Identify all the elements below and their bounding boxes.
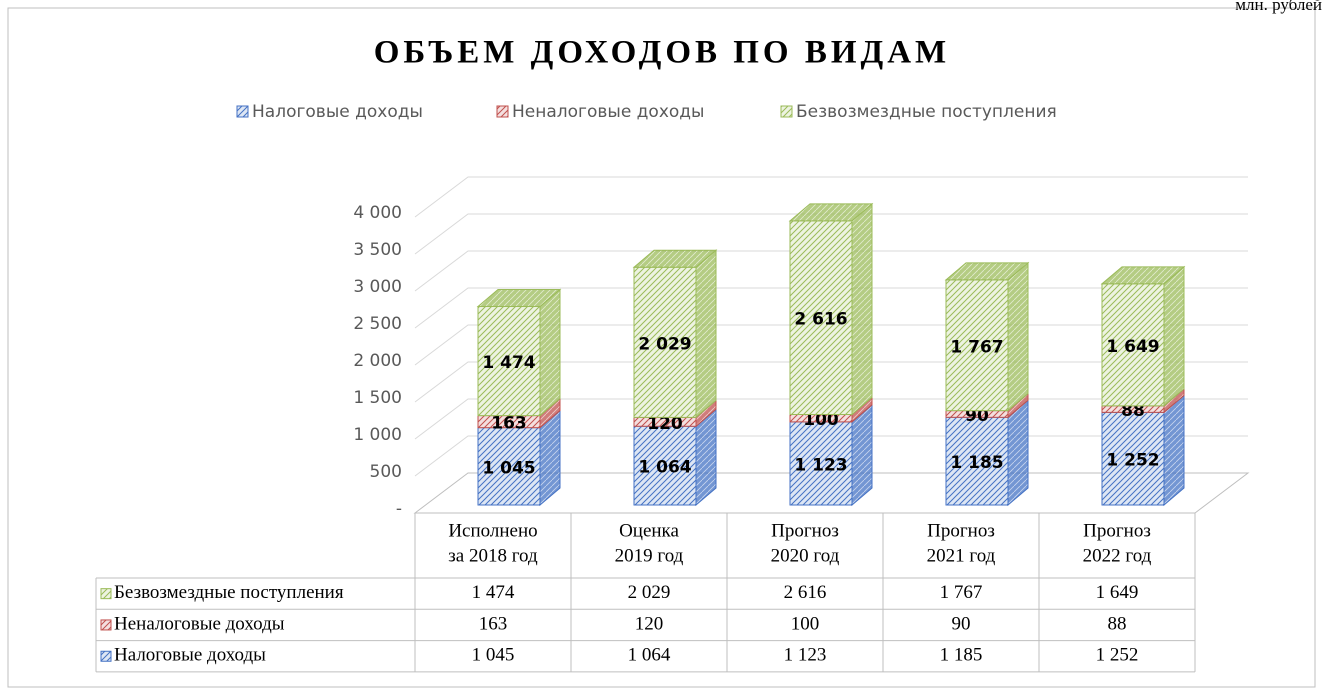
- data-label: 1 045: [482, 458, 535, 478]
- table-legend-swatch: [100, 588, 112, 600]
- table-cell: 163: [479, 613, 508, 634]
- bar-top: [1100, 266, 1186, 285]
- y-tick-label: 1 500: [353, 388, 402, 408]
- table-legend-swatch: [100, 619, 112, 631]
- table-cell: 120: [635, 613, 664, 634]
- table-cell: 2 616: [784, 582, 827, 603]
- legend-swatch: [236, 105, 249, 118]
- table-cell: 1 185: [940, 645, 983, 666]
- table-legend-swatch: [100, 650, 112, 662]
- bar: [789, 220, 853, 415]
- bar-side: [539, 288, 561, 417]
- category-label: 2020 год: [771, 545, 840, 566]
- category-label: Оценка: [619, 520, 679, 541]
- y-tick-label: 3 000: [353, 277, 402, 297]
- table-row-label: Налоговые доходы: [114, 645, 266, 666]
- table-cell: 1 045: [472, 645, 515, 666]
- legend-label: Неналоговые доходы: [512, 102, 704, 122]
- category-label: 2022 год: [1083, 545, 1152, 566]
- grid-line: [414, 176, 1248, 218]
- table-row-label: Неналоговые доходы: [114, 613, 285, 634]
- y-tick-label: 3 500: [353, 240, 402, 260]
- data-label: 1 123: [794, 455, 847, 475]
- data-label: 1 064: [638, 458, 691, 478]
- bar-side: [1007, 261, 1029, 412]
- data-label: 1 767: [950, 337, 1003, 357]
- table-cell: 90: [952, 613, 971, 634]
- bar: [633, 266, 697, 418]
- category-label: Прогноз: [927, 520, 995, 541]
- data-label: 1 649: [1106, 337, 1159, 357]
- category-label: Исполнено: [448, 520, 537, 541]
- data-label: 2 029: [638, 334, 691, 354]
- table-cell: 1 123: [784, 645, 827, 666]
- bar-side: [1163, 394, 1185, 507]
- table-cell: 1 252: [1096, 645, 1139, 666]
- bar: [1101, 411, 1165, 506]
- table-row-label: Безвозмездные поступления: [114, 582, 344, 603]
- y-tick-label: 2 000: [353, 351, 402, 371]
- table-cell: 1 064: [628, 645, 671, 666]
- table-cell: 1 767: [940, 582, 983, 603]
- category-label: 2021 год: [927, 545, 996, 566]
- grid-line: [414, 250, 1248, 292]
- table-cell: 100: [791, 613, 820, 634]
- data-label: 1 185: [950, 453, 1003, 473]
- bar-top: [788, 203, 874, 222]
- table-cell: 88: [1108, 613, 1127, 634]
- category-label: за 2018 год: [448, 545, 538, 566]
- legend-label: Безвозмездные поступления: [796, 102, 1057, 122]
- data-label: 2 616: [794, 310, 847, 330]
- y-tick-label: 4 000: [353, 203, 402, 223]
- y-tick-label: 1 000: [353, 425, 402, 445]
- legend-swatch: [780, 105, 793, 118]
- bar-top: [476, 289, 562, 308]
- y-tick-label: 2 500: [353, 314, 402, 334]
- bar-top: [632, 249, 718, 268]
- data-label: 120: [647, 414, 683, 434]
- y-tick-label: 500: [370, 462, 402, 482]
- data-label: 100: [803, 410, 839, 430]
- data-label: 1 474: [482, 353, 535, 373]
- table-cell: 1 474: [472, 582, 515, 603]
- bar: [1101, 283, 1165, 407]
- y-tick-label: -: [396, 499, 402, 519]
- category-label: Прогноз: [771, 520, 839, 541]
- bar-top: [944, 262, 1030, 281]
- bar: [789, 421, 853, 506]
- bar-side: [695, 249, 717, 419]
- table-cell: 1 649: [1096, 582, 1139, 603]
- chart-title: ОБЪЕМ ДОХОДОВ ПО ВИДАМ: [374, 35, 950, 71]
- category-label: Прогноз: [1083, 520, 1151, 541]
- table-cell: 2 029: [628, 582, 671, 603]
- data-label: 163: [491, 414, 527, 434]
- data-label: 1 252: [1106, 451, 1159, 471]
- bar: [477, 306, 541, 417]
- unit-label: млн. рублей: [1235, 0, 1322, 14]
- bar-side: [1163, 265, 1185, 407]
- bar: [477, 427, 541, 506]
- category-label: 2019 год: [615, 545, 684, 566]
- bar: [633, 425, 697, 506]
- legend-label: Налоговые доходы: [252, 102, 423, 122]
- legend-swatch: [496, 105, 509, 118]
- bar-side: [1007, 399, 1029, 507]
- bar: [945, 416, 1009, 506]
- bar: [945, 279, 1009, 412]
- bar-side: [851, 202, 873, 416]
- grid-line: [414, 213, 1248, 255]
